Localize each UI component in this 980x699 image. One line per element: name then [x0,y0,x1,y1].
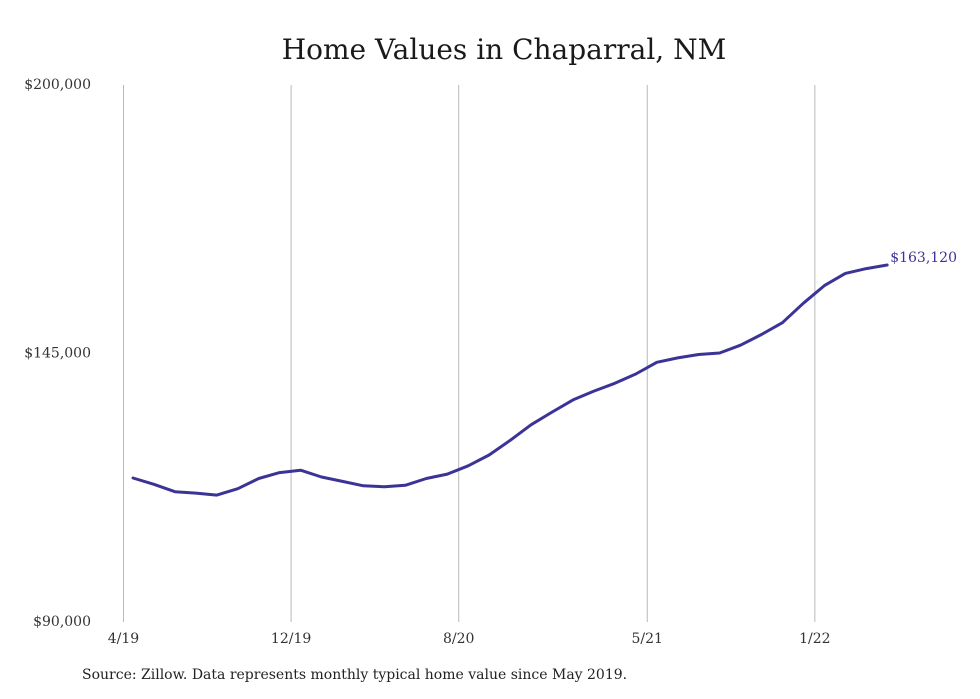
x-tick-label: 4/19 [108,631,139,647]
y-tick-label: $145,000 [24,346,91,362]
source-note: Source: Zillow. Data represents monthly … [82,667,628,683]
y-tick-label: $200,000 [24,77,91,93]
chart-title: Home Values in Chaparral, NM [282,33,727,66]
x-tick-label: 1/22 [799,631,830,647]
x-tick-label: 8/20 [443,631,474,647]
series-line-home-value [131,263,889,497]
x-tick-label: 5/21 [632,631,663,647]
end-value-label: $163,120 [890,250,957,266]
grid-lines [123,85,816,622]
y-tick-label: $90,000 [33,614,91,630]
x-axis-ticks: 4/19 12/19 8/20 5/21 1/22 [108,631,831,647]
x-tick-label: 12/19 [271,631,311,647]
y-axis-ticks: $90,000 $145,000 $200,000 [24,77,91,630]
